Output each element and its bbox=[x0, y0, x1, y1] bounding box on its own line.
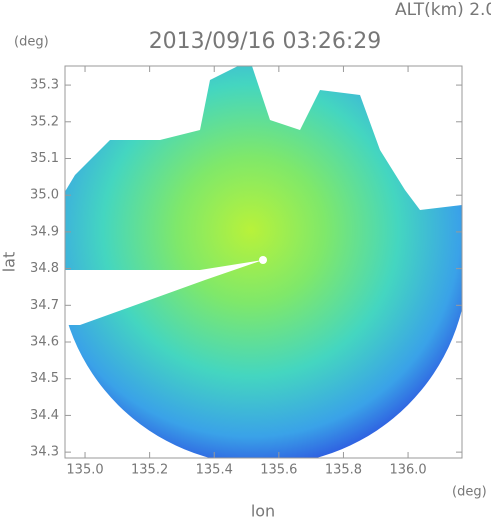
y-tick-label: 34.7 bbox=[30, 298, 59, 313]
x-tick-label: 135.6 bbox=[260, 463, 297, 478]
y-axis-label: lat bbox=[0, 252, 19, 273]
x-unit: (deg) bbox=[452, 485, 487, 500]
y-unit: (deg) bbox=[14, 35, 49, 50]
annotation: ALT(km) 2.0 bbox=[395, 0, 491, 20]
y-tick-label: 34.5 bbox=[30, 371, 59, 386]
y-tick-label: 34.9 bbox=[30, 224, 59, 239]
radar-echo bbox=[65, 66, 462, 458]
y-tick-label: 34.3 bbox=[30, 445, 59, 460]
y-tick-label: 34.4 bbox=[30, 408, 59, 423]
x-tick-label: 135.0 bbox=[66, 463, 103, 478]
y-tick-label: 34.6 bbox=[30, 335, 59, 350]
y-tick-label: 35.2 bbox=[30, 114, 59, 129]
y-tick-label: 35.3 bbox=[30, 78, 59, 93]
x-tick-label: 135.2 bbox=[131, 463, 168, 478]
chart-title: 2013/09/16 03:26:29 bbox=[149, 29, 382, 54]
x-tick-label: 135.8 bbox=[325, 463, 362, 478]
plot-frame bbox=[64, 65, 463, 459]
x-tick-label: 136.0 bbox=[389, 463, 426, 478]
y-tick-label: 35.0 bbox=[30, 188, 59, 203]
y-tick-label: 34.8 bbox=[30, 261, 59, 276]
y-tick-label: 35.1 bbox=[30, 151, 59, 166]
x-tick-label: 135.4 bbox=[196, 463, 233, 478]
x-axis-label: lon bbox=[251, 502, 275, 521]
